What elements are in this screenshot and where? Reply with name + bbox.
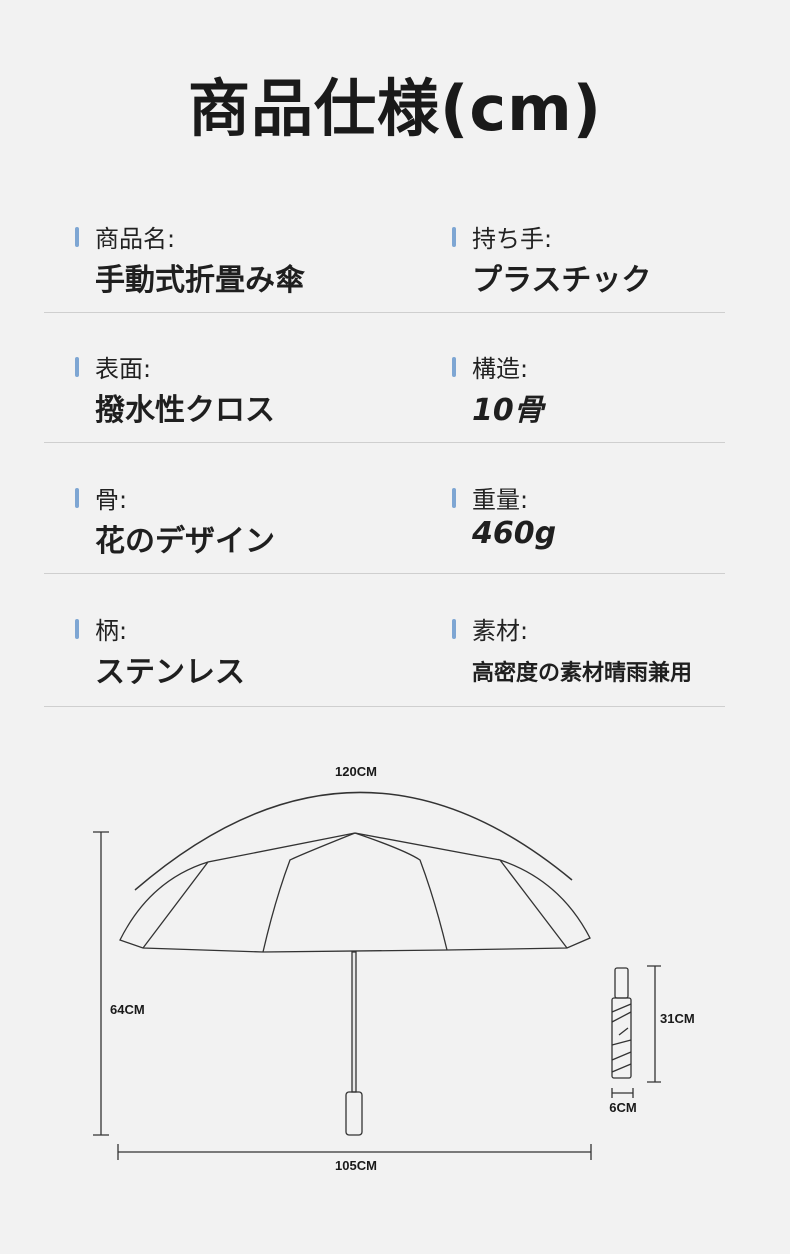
open-umbrella-canopy bbox=[119, 832, 591, 953]
circumference-arc bbox=[134, 791, 573, 891]
spec-value: 撥水性クロス bbox=[95, 393, 275, 428]
umbrella-shaft bbox=[351, 951, 357, 1093]
spec-label: 表面: bbox=[95, 355, 152, 383]
accent-bar bbox=[452, 619, 456, 639]
circumference-label: 120CM bbox=[335, 764, 377, 779]
folded-length-label: 31CM bbox=[660, 1011, 695, 1026]
spec-value: 高密度の素材晴雨兼用 bbox=[472, 661, 693, 686]
spec-value: ステンレス bbox=[95, 655, 245, 690]
accent-bar bbox=[452, 227, 456, 247]
accent-bar bbox=[75, 488, 79, 508]
spec-label: 構造: bbox=[472, 355, 529, 383]
accent-bar bbox=[75, 619, 79, 639]
spec-row: 柄: ステンレス 素材: 高密度の素材晴雨兼用 bbox=[44, 573, 725, 707]
accent-bar bbox=[452, 488, 456, 508]
accent-bar bbox=[452, 357, 456, 377]
width-label: 105CM bbox=[335, 1158, 377, 1173]
spec-label: 骨: bbox=[95, 486, 128, 514]
spec-label: 柄: bbox=[95, 617, 128, 645]
spec-row: 表面: 撥水性クロス 構造: 10骨 bbox=[44, 312, 725, 443]
page-title: 商品仕様(cm) bbox=[187, 72, 603, 145]
height-dimension-line bbox=[93, 831, 109, 1136]
accent-bar bbox=[75, 357, 79, 377]
spec-label: 商品名: bbox=[95, 225, 176, 253]
spec-row: 商品名: 手動式折畳み傘 持ち手: プラスチック bbox=[44, 185, 725, 313]
spec-value: 10骨 bbox=[472, 393, 544, 428]
spec-label: 持ち手: bbox=[472, 225, 553, 253]
spec-value: 460g bbox=[472, 516, 557, 551]
height-label: 64CM bbox=[110, 1002, 145, 1017]
umbrella-handle bbox=[345, 1091, 363, 1136]
spec-row: 骨: 花のデザイン 重量: 460g bbox=[44, 442, 725, 574]
folded-umbrella bbox=[611, 967, 632, 1079]
spec-label: 素材: bbox=[472, 617, 529, 645]
folded-diameter-label: 6CM bbox=[609, 1100, 636, 1115]
spec-value: プラスチック bbox=[472, 263, 652, 298]
spec-value: 手動式折畳み傘 bbox=[95, 263, 305, 298]
folded-diameter-dimension-line bbox=[611, 1088, 634, 1098]
spec-label: 重量: bbox=[472, 486, 529, 514]
spec-value: 花のデザイン bbox=[95, 524, 275, 559]
width-dimension-line bbox=[117, 1144, 592, 1160]
folded-length-dimension-line bbox=[647, 965, 661, 1083]
accent-bar bbox=[75, 227, 79, 247]
